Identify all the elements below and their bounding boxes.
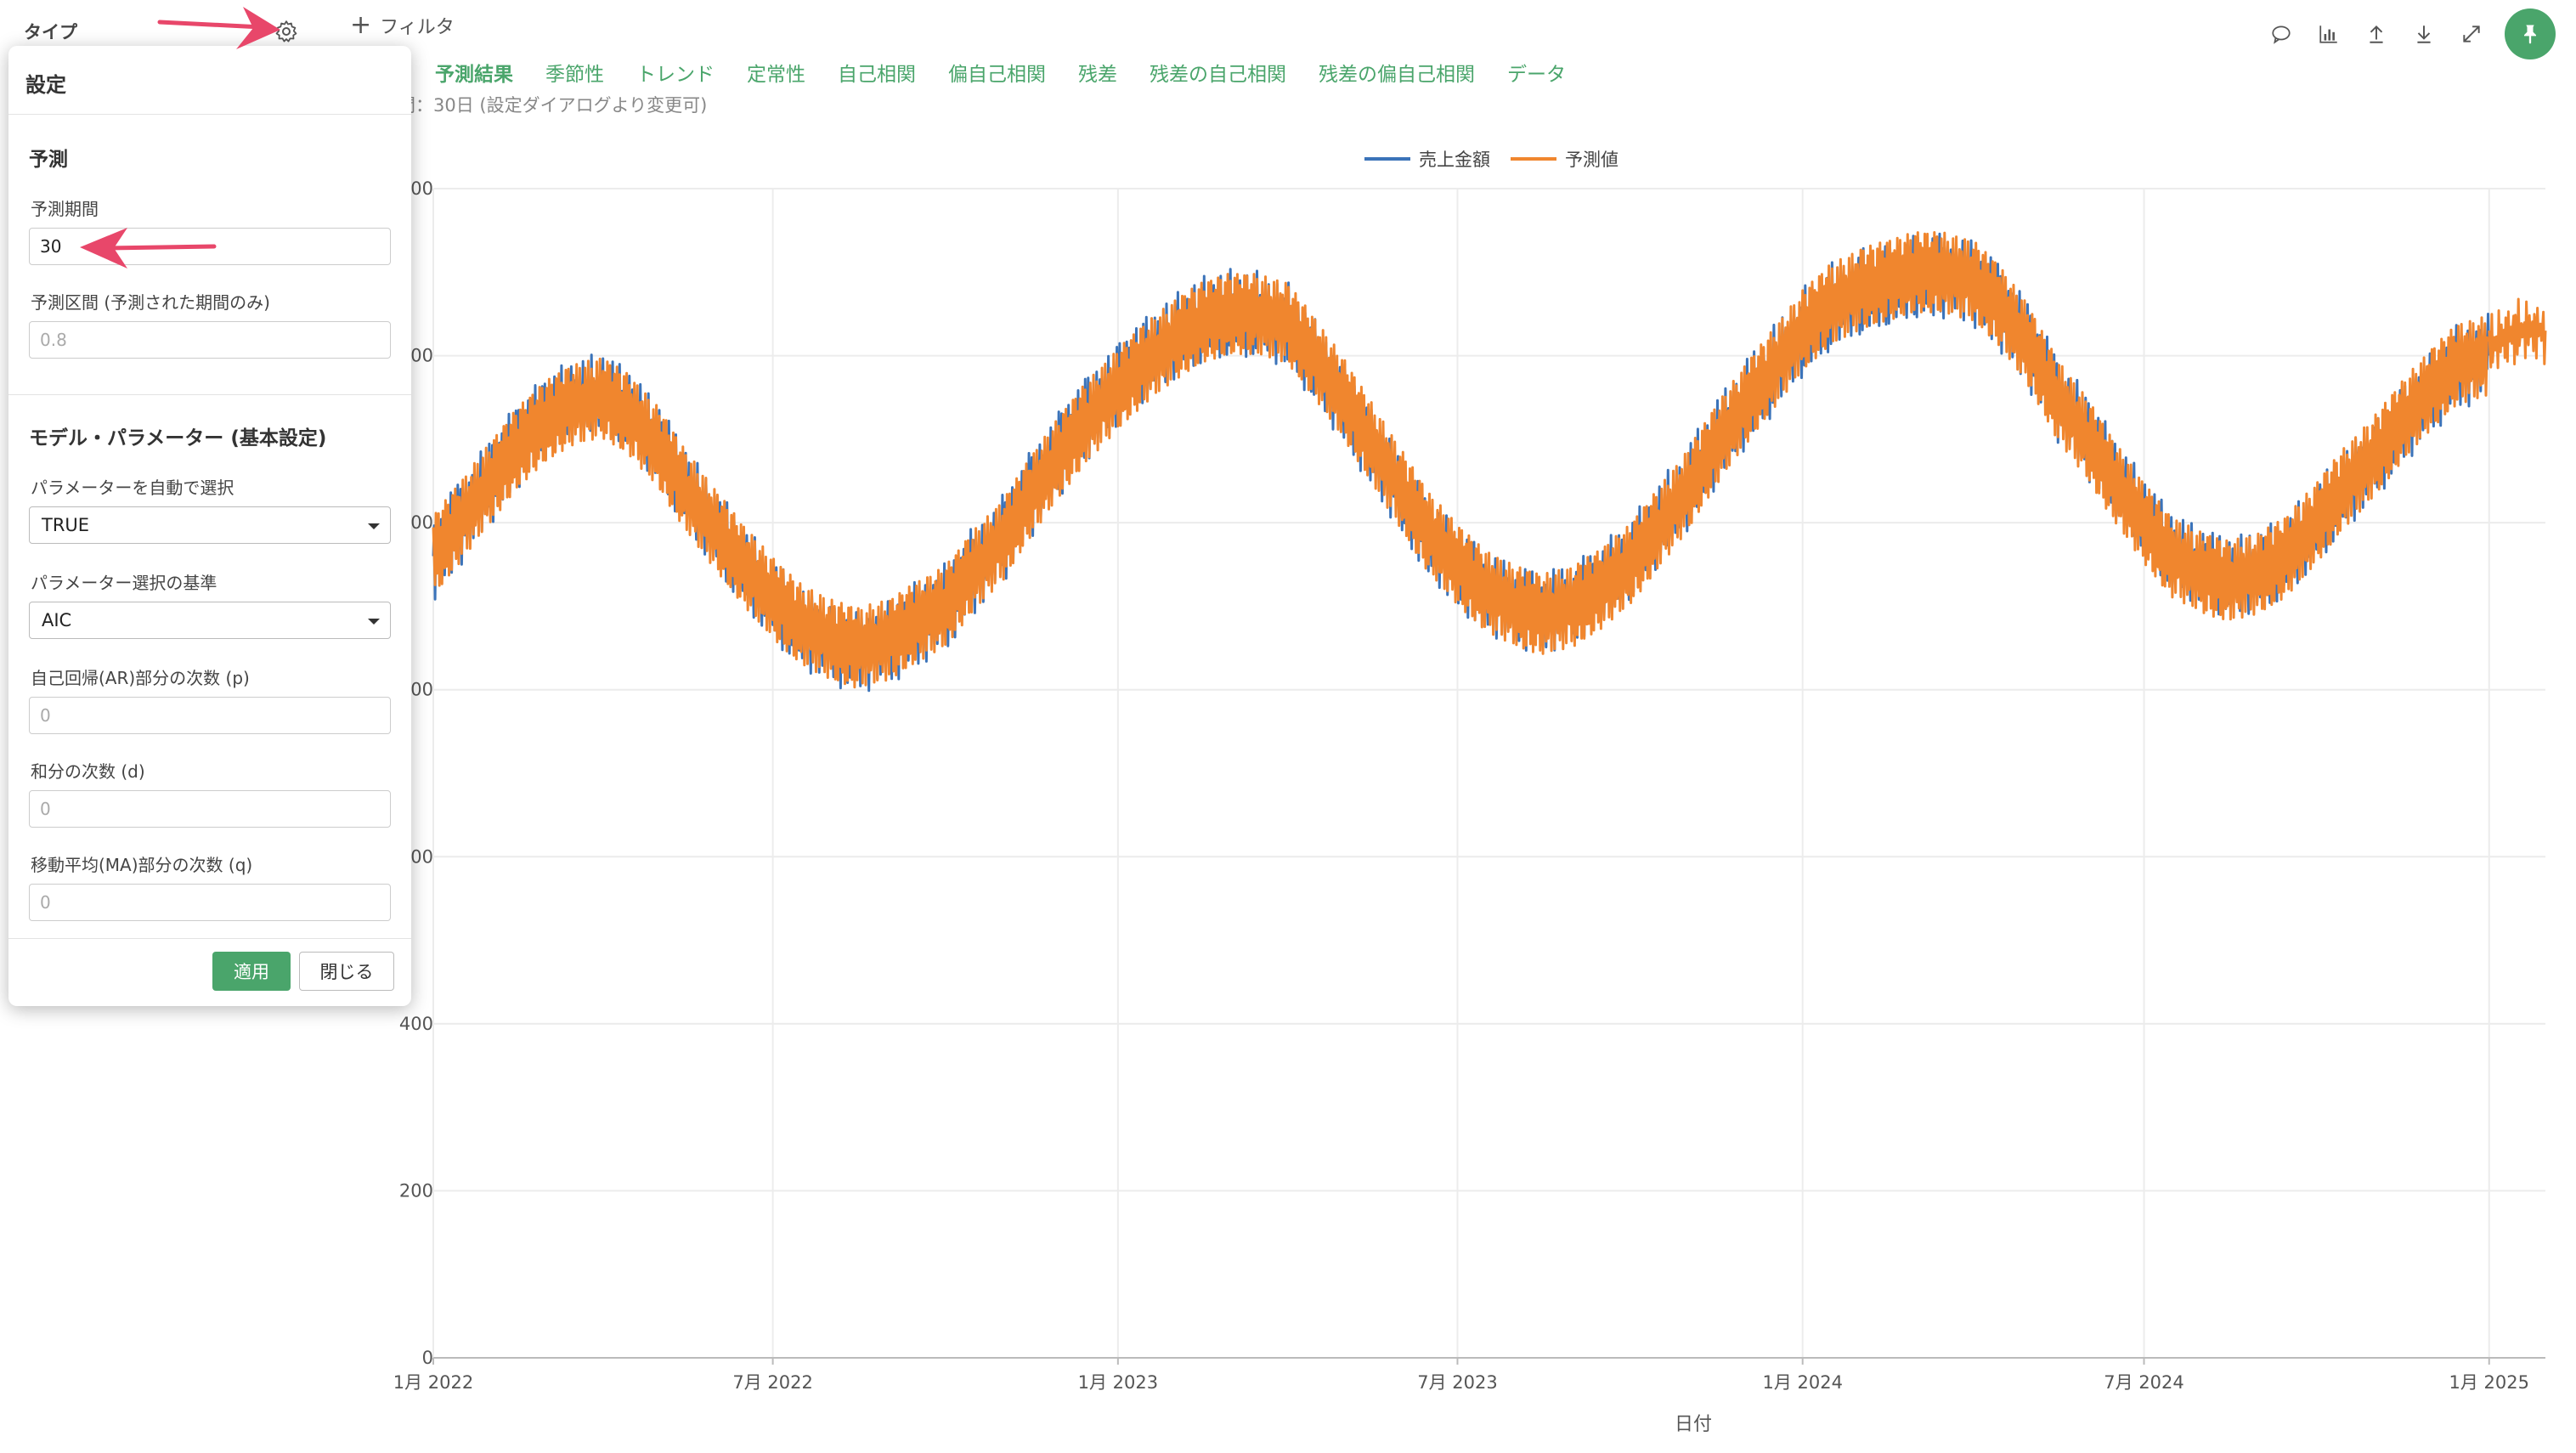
forecast-period-label: 予測期間 [31, 199, 99, 219]
pin-icon [2524, 25, 2536, 44]
auto-select-dropdown[interactable]: TRUE [29, 506, 391, 544]
forecast-period-input[interactable]: 30 [29, 228, 391, 265]
criterion-value: AIC [42, 610, 72, 630]
expand-icon[interactable] [2457, 20, 2486, 48]
x-axis-title: 日付 [1675, 1414, 1712, 1435]
criterion-dropdown[interactable]: AIC [29, 602, 391, 639]
ma-order-label: 移動平均(MA)部分の次数 (q) [31, 855, 253, 875]
close-button[interactable]: 閉じる [299, 952, 394, 991]
pin-button[interactable] [2505, 8, 2556, 59]
x-tick-label: 1月 2022 [393, 1372, 473, 1393]
tab-stationarity[interactable]: 定常性 [747, 64, 805, 86]
chart-grid [432, 188, 2545, 1359]
tab-seasonality[interactable]: 季節性 [545, 64, 604, 86]
chart-series [432, 231, 2547, 693]
type-label: タイプ [24, 22, 77, 42]
ar-order-input[interactable]: 0 [29, 697, 391, 734]
d-order-input[interactable]: 0 [29, 790, 391, 828]
divider [8, 938, 411, 939]
legend-label: 予測値 [1565, 150, 1618, 170]
plus-icon: + [350, 10, 372, 40]
divider [8, 114, 411, 115]
apply-button[interactable]: 適用 [212, 952, 291, 991]
x-tick-label: 1月 2025 [2449, 1372, 2529, 1393]
y-tick-label: 200 [399, 1180, 433, 1201]
tab-trend[interactable]: トレンド [636, 64, 715, 86]
forecast-period-info: 間：30日 (設定ダイアログより変更可) [398, 95, 708, 116]
x-tick-label: 7月 2024 [2104, 1372, 2183, 1393]
divider [8, 394, 411, 395]
auto-select-label: パラメーターを自動で選択 [31, 478, 234, 498]
section-model-params: モデル・パラメーター (基本設定) [29, 427, 327, 449]
settings-dialog: 設定 予測 予測期間 30 予測区間 (予測された期間のみ) 0.8 モデル・パ… [8, 46, 411, 1006]
chart-icon[interactable] [2314, 20, 2343, 48]
x-tick-label: 7月 2023 [1417, 1372, 1497, 1393]
dialog-title: 設定 [25, 73, 66, 97]
filter-button[interactable]: + フィルタ [350, 12, 455, 39]
tab-residuals[interactable]: 残差 [1078, 64, 1117, 86]
gear-icon[interactable] [274, 19, 299, 44]
auto-select-value: TRUE [42, 515, 90, 535]
chevron-down-icon [368, 523, 380, 529]
ar-order-label: 自己回帰(AR)部分の次数 (p) [31, 668, 250, 688]
tab-residual-autocorrelation[interactable]: 残差の自己相関 [1150, 64, 1286, 86]
forecast-interval-input[interactable]: 0.8 [29, 321, 391, 359]
tab-autocorrelation[interactable]: 自己相関 [838, 64, 916, 86]
forecast-interval-label: 予測区間 (予測された期間のみ) [31, 292, 270, 313]
series-line-1 [2488, 297, 2547, 370]
ma-order-input[interactable]: 0 [29, 884, 391, 921]
x-tick-label: 1月 2023 [1078, 1372, 1158, 1393]
download-icon[interactable] [2409, 20, 2438, 48]
tab-data[interactable]: データ [1507, 64, 1566, 86]
d-order-label: 和分の次数 (d) [31, 761, 145, 782]
upload-icon[interactable] [2362, 20, 2391, 48]
filter-label: フィルタ [380, 17, 455, 38]
x-tick-label: 7月 2022 [732, 1372, 812, 1393]
comment-icon[interactable] [2267, 20, 2296, 48]
section-forecast: 予測 [29, 149, 68, 171]
chevron-down-icon [368, 619, 380, 625]
criterion-label: パラメーター選択の基準 [31, 573, 217, 593]
tab-forecast-result[interactable]: 予測結果 [435, 64, 513, 86]
tab-residual-partial-autocorrelation[interactable]: 残差の偏自己相関 [1319, 64, 1475, 86]
chart-legend: 売上金額 予測値 [1364, 150, 1618, 170]
top-toolbar [2267, 8, 2556, 59]
tab-partial-autocorrelation[interactable]: 偏自己相関 [948, 64, 1046, 86]
tab-bar: 予測結果 季節性 トレンド 定常性 自己相関 偏自己相関 残差 残差の自己相関 … [435, 58, 1566, 87]
fitted-line [432, 231, 2489, 689]
x-tick-label: 1月 2024 [1762, 1372, 1842, 1393]
legend-label: 売上金額 [1419, 150, 1490, 170]
series-line-0 [432, 232, 2491, 693]
y-tick-label: 0 [422, 1348, 433, 1368]
y-tick-label: 400 [399, 1014, 433, 1034]
